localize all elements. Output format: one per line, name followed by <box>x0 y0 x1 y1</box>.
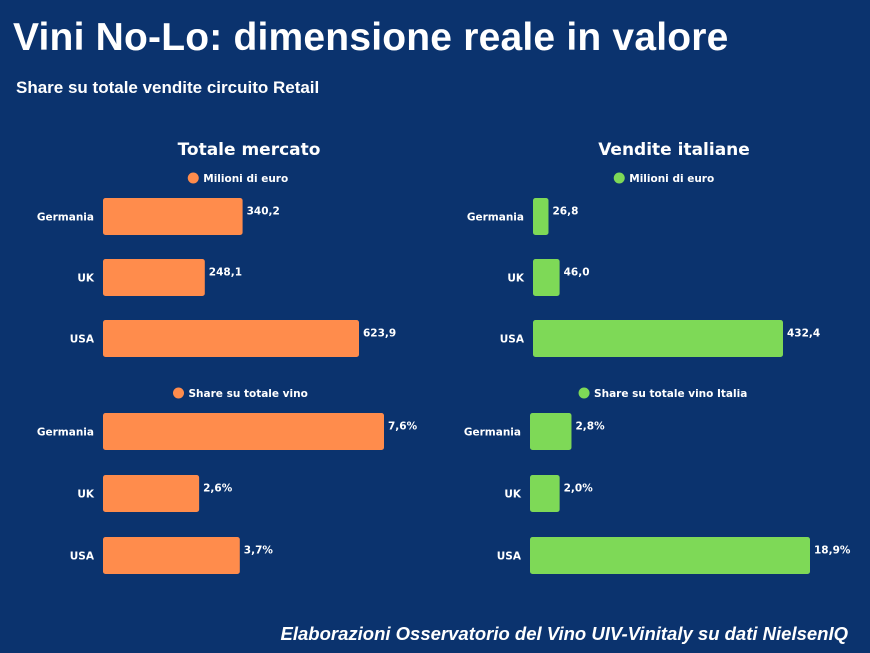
category-label: USA <box>497 551 522 563</box>
chart-title: Vendite italiane <box>598 140 750 160</box>
legend-marker <box>578 387 590 399</box>
bar-germania <box>530 413 572 450</box>
bar-uk <box>103 259 205 296</box>
chart-3: Share su totale vino Germania 7,6% UK 2,6% US… <box>37 387 418 574</box>
category-label: USA <box>70 334 95 346</box>
category-label: Germania <box>464 427 521 439</box>
data-label: 432,4 <box>787 328 820 340</box>
data-label: 18,9% <box>814 545 851 557</box>
category-label: USA <box>70 551 95 563</box>
chart-title: Totale mercato <box>178 140 321 160</box>
legend-marker <box>613 172 625 184</box>
data-label: 248,1 <box>209 267 242 279</box>
bar-uk <box>103 475 200 512</box>
bar-uk <box>530 475 560 512</box>
category-label: Germania <box>37 212 94 224</box>
legend-label: Share su totale vino <box>189 388 308 400</box>
bar-germania <box>103 198 243 235</box>
data-label: 340,2 <box>247 206 280 218</box>
data-label: 2,0% <box>564 483 594 495</box>
data-label: 2,8% <box>575 421 605 433</box>
legend-label: Milioni di euro <box>629 173 714 185</box>
data-label: 26,8 <box>552 206 578 218</box>
source-footer: Elaborazioni Osservatorio del Vino UIV-V… <box>280 623 848 644</box>
legend-label: Milioni di euro <box>203 173 288 185</box>
bar-usa <box>103 537 240 574</box>
bar-usa <box>530 537 810 574</box>
data-label: 623,9 <box>363 328 396 340</box>
legend-label: Share su totale vino Italia <box>594 388 747 400</box>
bar-germania <box>103 413 384 450</box>
bar-germania <box>533 198 549 235</box>
legend-marker <box>173 387 184 399</box>
category-label: UK <box>507 273 525 285</box>
data-label: 7,6% <box>388 421 418 433</box>
chart-1: Totale mercato Milioni di euro Germania 340… <box>37 140 396 357</box>
category-label: UK <box>77 273 95 285</box>
data-label: 3,7% <box>244 545 274 557</box>
page-title: Vini No-Lo: dimensione reale in valore <box>13 16 729 59</box>
page-subtitle: Share su totale vendite circuito Retail <box>16 78 320 97</box>
category-label: Germania <box>467 212 524 224</box>
chart-4: Share su totale vino Italia Germania 2,8% U… <box>464 387 851 574</box>
data-label: 2,6% <box>203 483 233 495</box>
category-label: UK <box>77 489 95 501</box>
bar-usa <box>533 320 783 357</box>
category-label: USA <box>500 334 525 346</box>
category-label: UK <box>504 489 522 501</box>
category-label: Germania <box>37 427 94 439</box>
bar-usa <box>103 320 359 357</box>
data-label: 46,0 <box>564 267 590 279</box>
legend-marker <box>187 172 199 184</box>
chart-2: Vendite italiane Milioni di euro Germania 2… <box>467 140 820 357</box>
bar-uk <box>533 259 560 296</box>
